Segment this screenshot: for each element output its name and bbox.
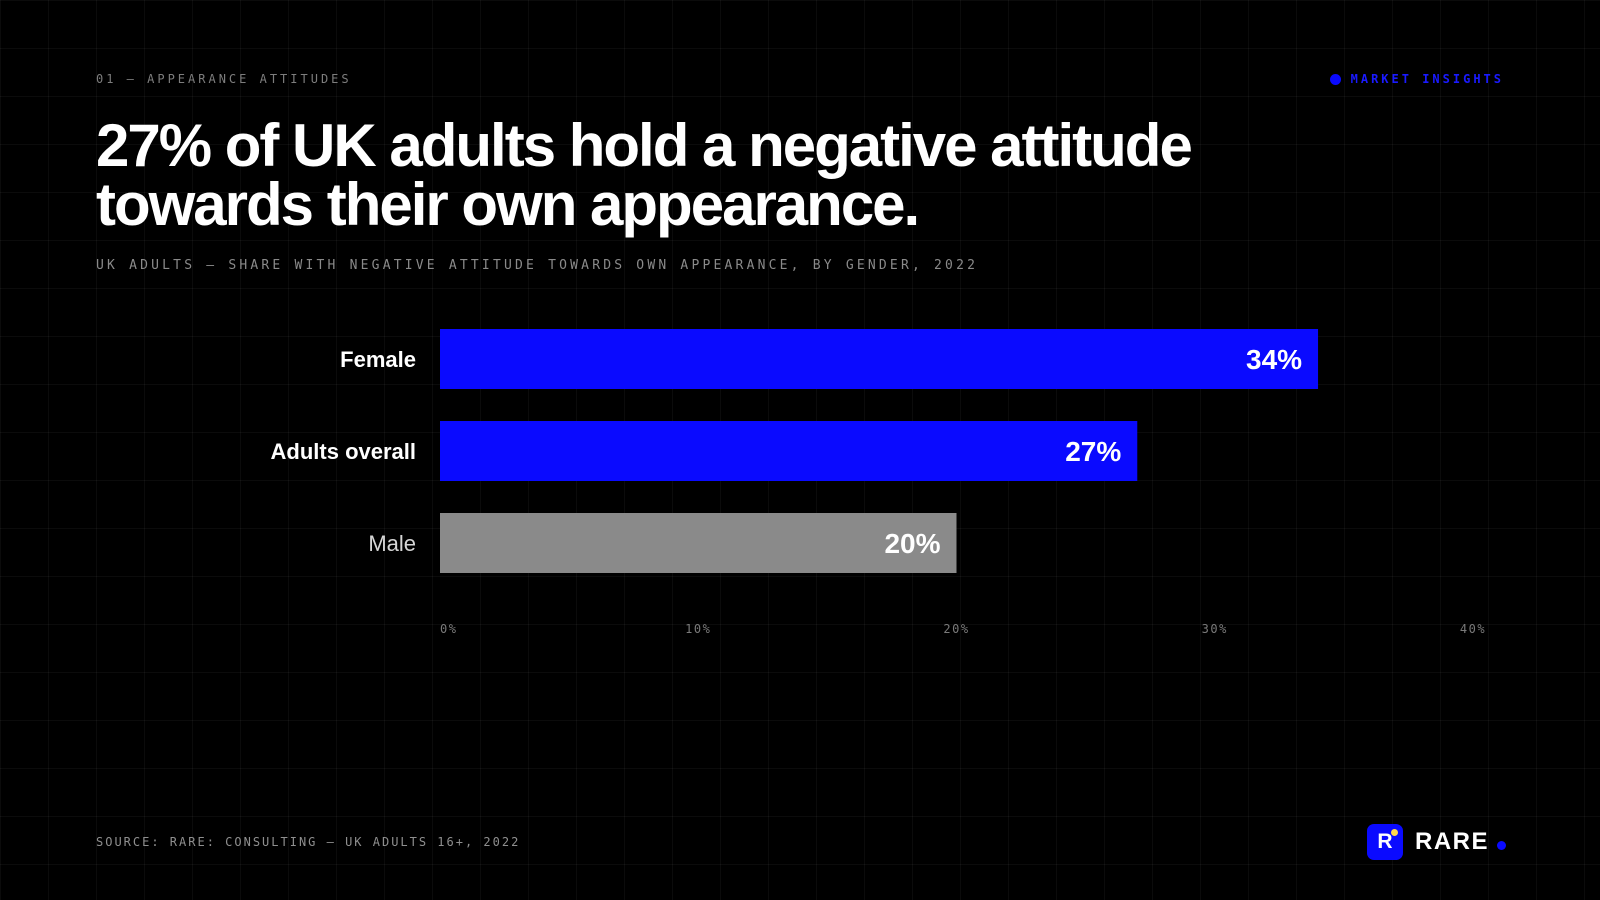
source-note: SOURCE: RARE: CONSULTING — UK ADULTS 16+… — [96, 835, 521, 849]
brand-logo: R RARE — [1366, 824, 1506, 860]
value-label: 34% — [1246, 344, 1302, 375]
x-tick-label: 0% — [440, 622, 457, 636]
market-insights-label: MARKET INSIGHTS — [1350, 72, 1504, 86]
x-tick-label: 10% — [685, 622, 711, 636]
bar-female — [440, 329, 1319, 389]
brand-name: RARE — [1414, 828, 1489, 855]
category-label: Male — [368, 531, 416, 556]
x-tick-label: 30% — [1202, 622, 1228, 636]
page-title: 27% of UK adults hold a negative attitud… — [96, 112, 1193, 238]
category-label: Female — [340, 347, 416, 372]
logo-letter: R — [1377, 830, 1393, 853]
chart-subtitle: UK ADULTS — SHARE WITH NEGATIVE ATTITUDE… — [96, 258, 979, 273]
category-label: Adults overall — [271, 439, 416, 464]
x-tick-label: 40% — [1460, 622, 1486, 636]
accent-dot-icon — [1329, 73, 1341, 85]
brand-dot-icon — [1497, 840, 1506, 850]
value-label: 27% — [1065, 436, 1121, 467]
market-insights-tag: MARKET INSIGHTS — [1329, 72, 1504, 86]
section-eyebrow: 01 — APPEARANCE ATTITUDES — [96, 72, 352, 86]
bar-male — [440, 513, 957, 573]
bar-adults-overall — [440, 421, 1138, 481]
logo-mark-icon: R — [1366, 824, 1403, 860]
logo-spark-icon — [1390, 829, 1398, 836]
value-label: 20% — [884, 528, 940, 559]
x-tick-label: 20% — [943, 622, 969, 636]
